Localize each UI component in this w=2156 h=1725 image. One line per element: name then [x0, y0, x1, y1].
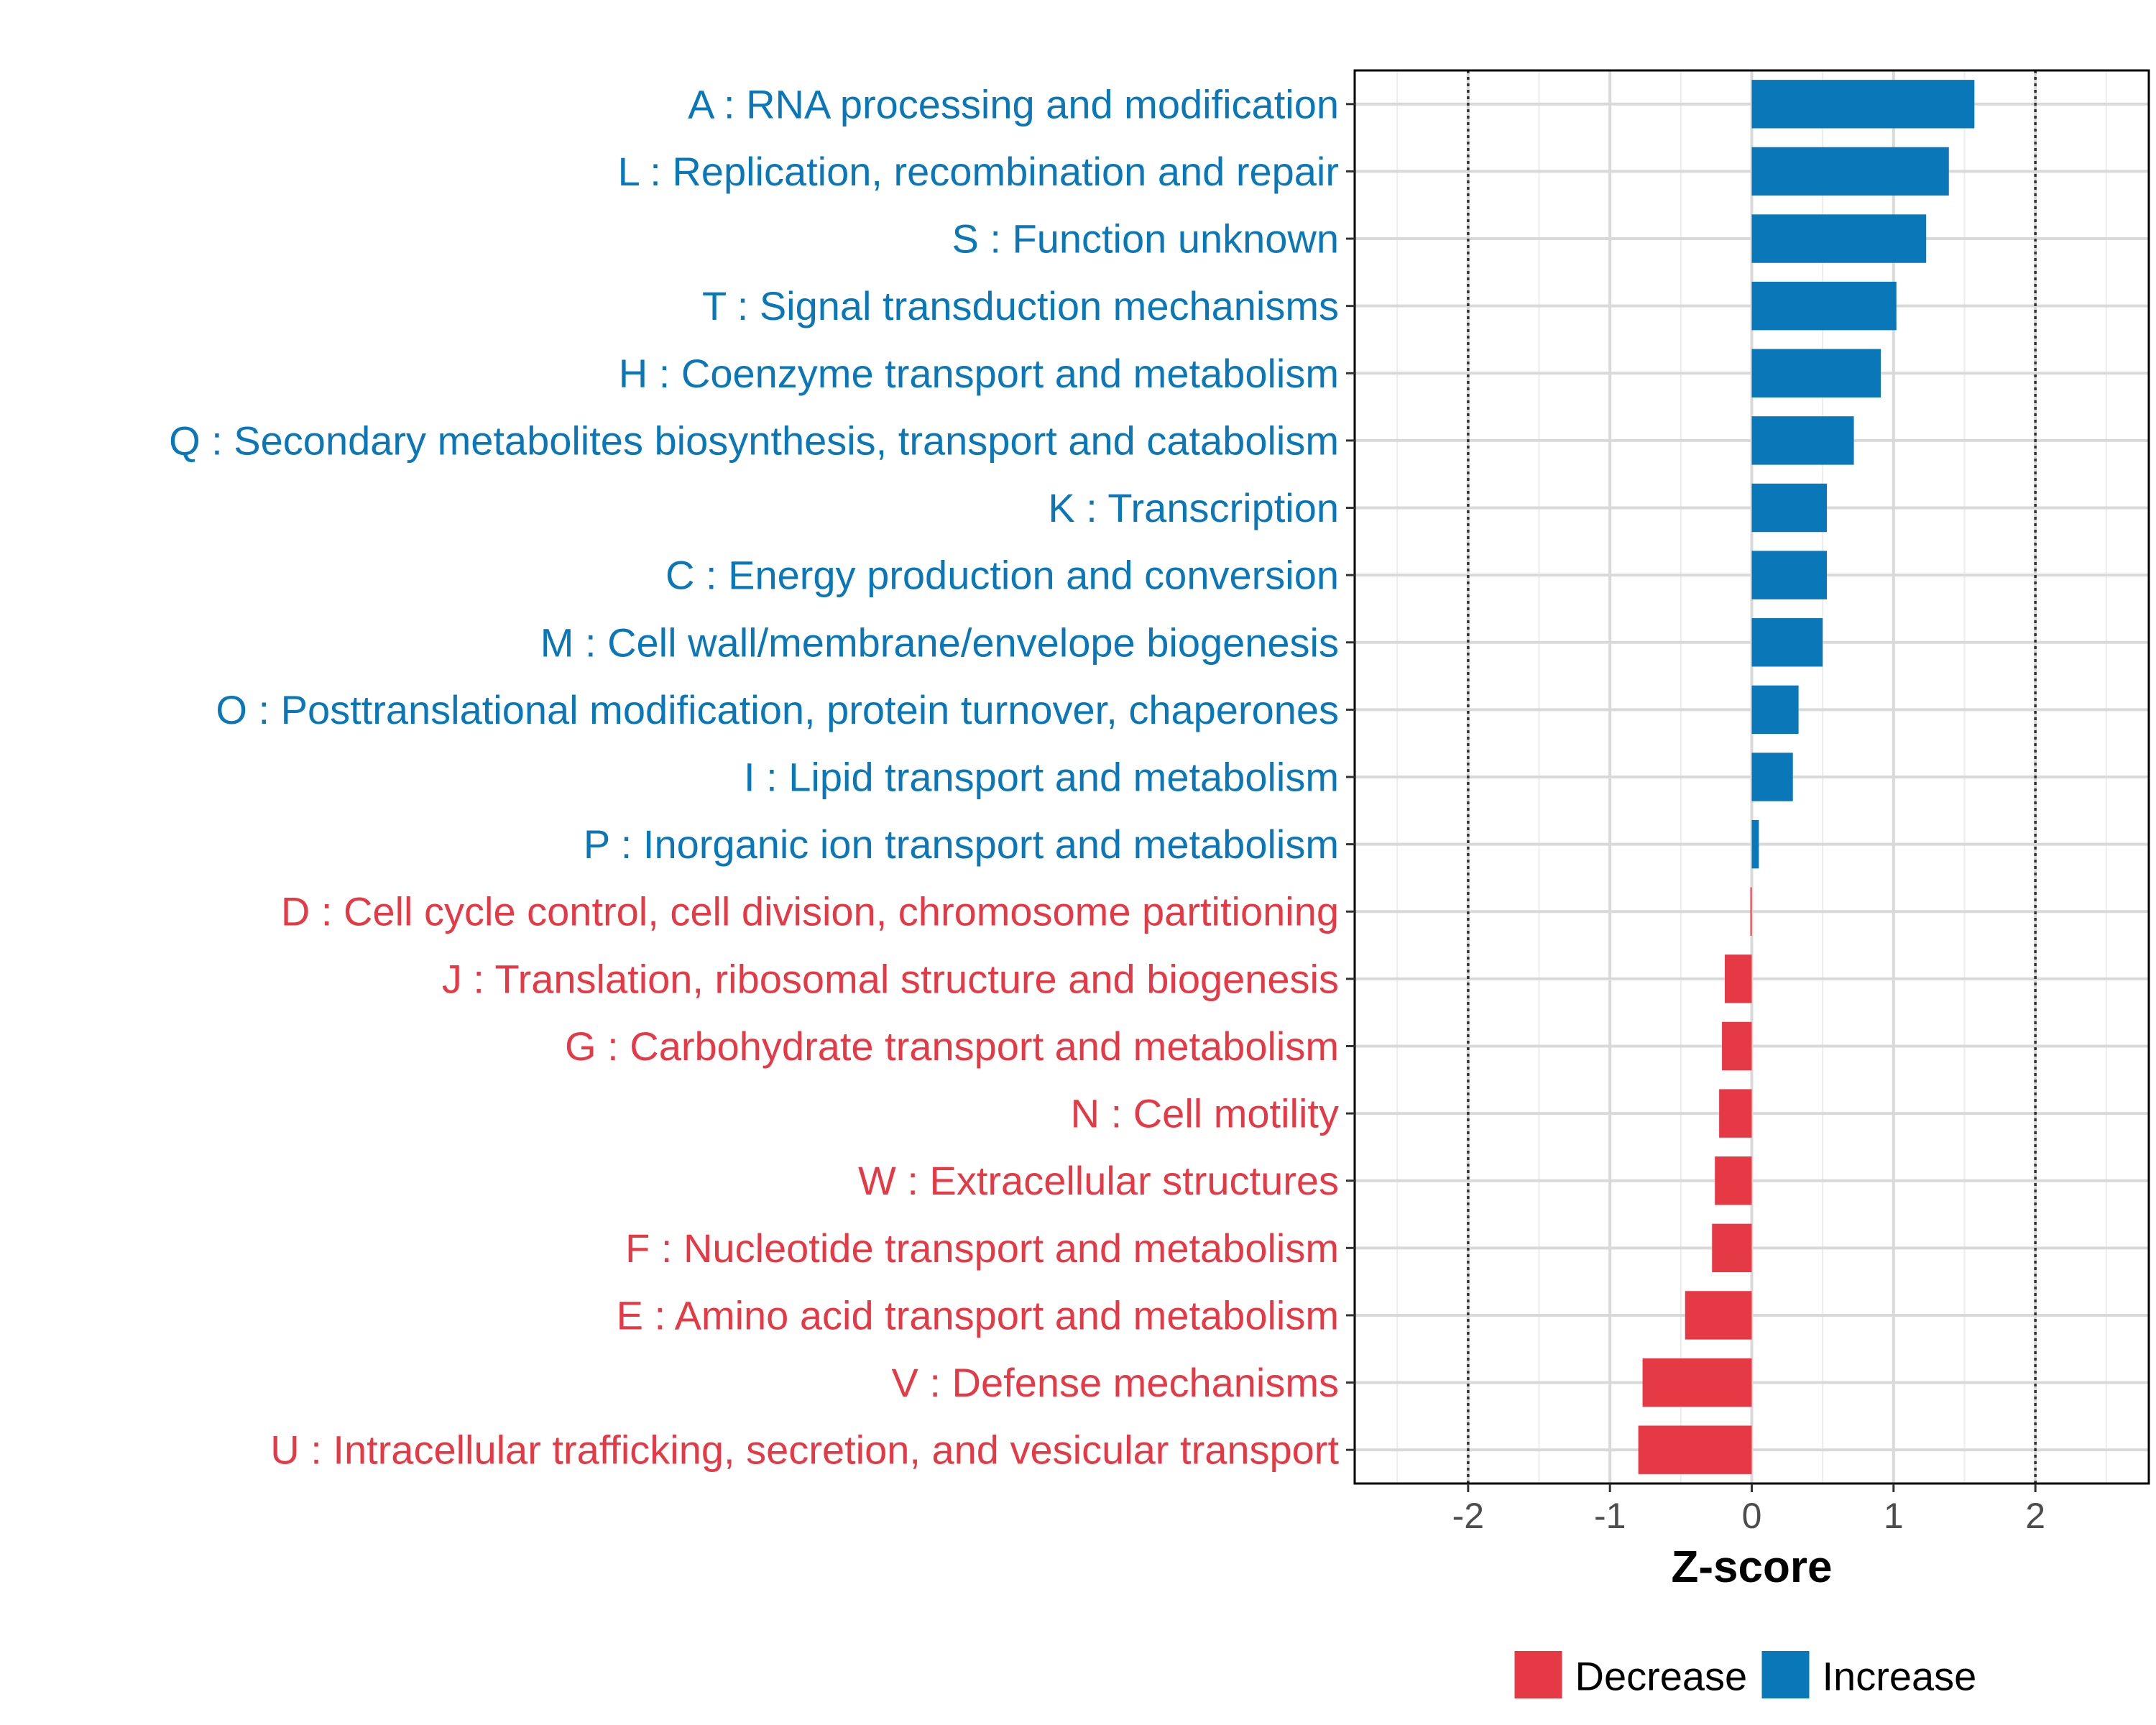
- bars: [1638, 80, 1975, 1474]
- category-label: I : Lipid transport and metabolism: [744, 755, 1339, 800]
- bar: [1751, 349, 1881, 397]
- bar: [1751, 551, 1828, 599]
- category-label: K : Transcription: [1048, 485, 1339, 530]
- bar: [1751, 416, 1854, 465]
- y-axis-ticks: [1346, 103, 1355, 1451]
- category-label: E : Amino acid transport and metabolism: [617, 1292, 1339, 1338]
- legend: Decrease Increase: [1514, 1651, 1977, 1699]
- x-tick-label: 1: [1884, 1496, 1904, 1536]
- bar: [1751, 214, 1927, 263]
- legend-swatch-increase: [1761, 1651, 1810, 1698]
- legend-label-decrease: Decrease: [1575, 1654, 1748, 1699]
- x-axis-ticks: -2 -1 0 1 2: [1452, 1484, 2045, 1536]
- bar: [1715, 1156, 1752, 1205]
- category-label: Q : Secondary metabolites biosynthesis, …: [169, 418, 1339, 463]
- bar: [1750, 887, 1752, 936]
- reference-lines: [1467, 70, 2037, 1484]
- bar: [1638, 1425, 1752, 1474]
- x-tick-label: 2: [2025, 1496, 2045, 1536]
- legend-swatch-decrease: [1514, 1651, 1562, 1698]
- bar: [1751, 753, 1793, 801]
- category-label: S : Function unknown: [952, 216, 1339, 262]
- bar: [1642, 1358, 1752, 1407]
- category-label: J : Translation, ribosomal structure and…: [442, 956, 1339, 1001]
- bar: [1712, 1223, 1752, 1273]
- category-label: M : Cell wall/membrane/envelope biogenes…: [540, 620, 1339, 665]
- bar: [1751, 80, 1975, 129]
- category-label: A : RNA processing and modification: [688, 81, 1339, 126]
- category-label: V : Defense mechanisms: [892, 1360, 1339, 1405]
- category-label: N : Cell motility: [1071, 1091, 1339, 1136]
- category-label: L : Replication, recombination and repai…: [618, 149, 1339, 194]
- bar: [1725, 954, 1752, 1003]
- category-label: P : Inorganic ion transport and metaboli…: [584, 822, 1339, 867]
- bar: [1751, 819, 1759, 869]
- x-axis-title: Z-score: [1672, 1542, 1833, 1592]
- category-label: C : Energy production and conversion: [665, 553, 1339, 598]
- category-label: O : Posttranslational modification, prot…: [216, 687, 1339, 732]
- category-label: W : Extracellular structures: [858, 1158, 1339, 1203]
- category-label: D : Cell cycle control, cell division, c…: [281, 889, 1339, 934]
- legend-label-increase: Increase: [1823, 1654, 1977, 1699]
- x-tick-label: 0: [1742, 1496, 1762, 1536]
- x-tick-label: -1: [1594, 1496, 1626, 1536]
- bar: [1685, 1291, 1752, 1340]
- bar: [1751, 685, 1799, 735]
- bar: [1751, 483, 1828, 533]
- category-label: G : Carbohydrate transport and metabolis…: [565, 1024, 1339, 1069]
- category-label: U : Intracellular trafficking, secretion…: [270, 1427, 1339, 1473]
- category-label: F : Nucleotide transport and metabolism: [625, 1225, 1339, 1271]
- bar: [1751, 281, 1897, 331]
- x-tick-label: -2: [1452, 1496, 1484, 1536]
- bar: [1722, 1021, 1752, 1071]
- bar: [1751, 618, 1823, 667]
- category-label: T : Signal transduction mechanisms: [702, 283, 1339, 328]
- bar: [1751, 147, 1949, 196]
- category-labels: A : RNA processing and modification L : R…: [169, 81, 1339, 1472]
- category-label: H : Coenzyme transport and metabolism: [619, 351, 1339, 396]
- bar: [1719, 1089, 1752, 1138]
